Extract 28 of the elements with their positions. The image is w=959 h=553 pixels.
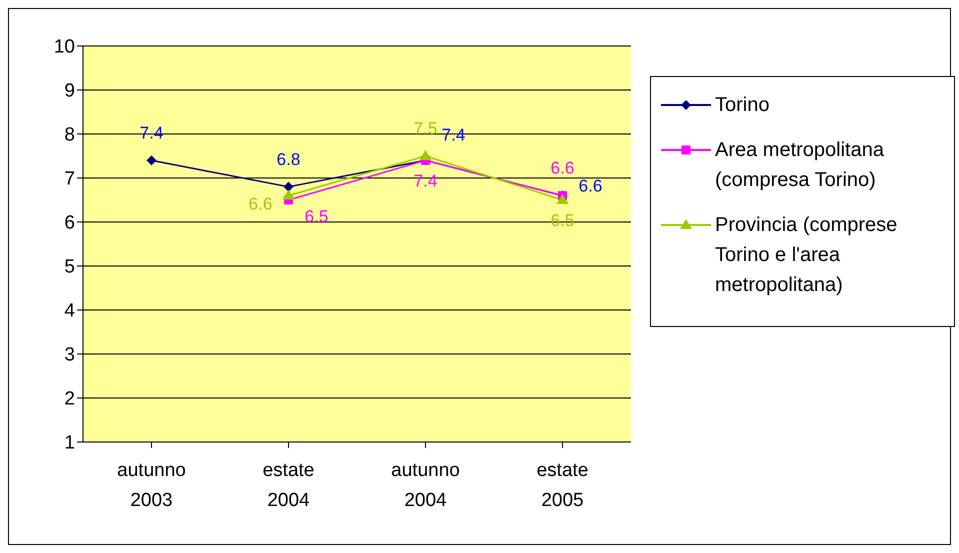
data-label: 6.6 — [550, 158, 574, 178]
point — [146, 155, 156, 166]
legend-label: Area metropolitana (compresa Torino) — [715, 138, 885, 193]
x-tick-label: autunno 2004 — [391, 460, 460, 511]
data-label: 7.5 — [414, 119, 438, 138]
y-tick-label: 6 — [64, 212, 75, 234]
data-label: 6.5 — [304, 207, 328, 226]
point — [556, 194, 568, 204]
y-tick-label: 4 — [64, 300, 76, 322]
y-tick-label: 2 — [64, 388, 75, 410]
x-tick-label: estate 2005 — [536, 460, 588, 511]
y-tick-label: 10 — [54, 36, 75, 58]
point — [284, 182, 294, 192]
y-tick-label: 7 — [64, 168, 75, 190]
y-tick-label: 9 — [64, 80, 75, 102]
legend-label: Torino — [715, 93, 770, 118]
point — [282, 190, 294, 200]
y-tick-label: 1 — [64, 432, 75, 454]
data-label: 6.8 — [276, 150, 300, 169]
data-label: 6.6 — [248, 194, 272, 214]
x-tick-label: autunno 2003 — [117, 460, 186, 511]
y-tick-label: 3 — [64, 344, 75, 366]
y-tick-label: 8 — [64, 124, 75, 146]
legend-label: Provincia (comprese Torino e l'area metropolitana) — [715, 213, 898, 298]
point — [420, 150, 432, 160]
y-tick-label: 5 — [64, 256, 75, 278]
data-label: 6.6 — [578, 176, 602, 196]
x-tick-label: estate 2004 — [262, 460, 314, 511]
